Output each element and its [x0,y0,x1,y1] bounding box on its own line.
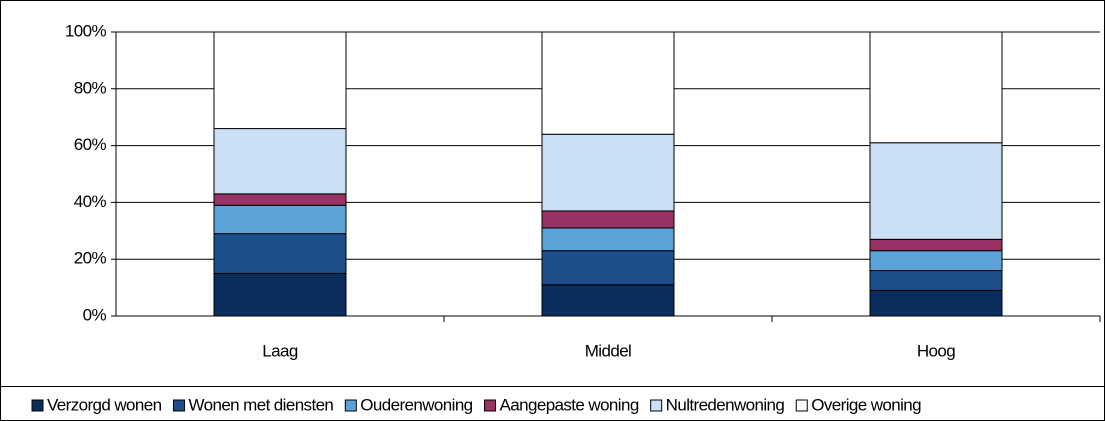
legend-swatch [795,399,808,412]
legend-swatch [484,399,497,412]
x-tick-label: Laag [262,341,298,360]
legend: Verzorgd wonen Wonen met diensten Ouderenw… [31,395,922,414]
bar-segment [213,31,347,130]
bar-segment [869,31,1003,144]
bar-segment [869,238,1003,252]
legend-swatch [172,399,185,412]
legend-swatch [344,399,357,412]
bar-segment [541,210,675,229]
legend-label: Ouderenwoning [360,395,472,414]
y-tick-label: 80% [74,78,107,97]
bar-segment [213,233,347,274]
y-tick-label: 20% [74,249,107,268]
legend-label: Overige woning [811,395,921,414]
bar-segment [869,289,1003,317]
x-tick-label: Hoog [917,341,955,360]
legend-label: Verzorgd wonen [47,395,162,414]
bar-segment [541,133,675,212]
bar-segment [869,250,1003,272]
bar-segment [213,272,347,317]
legend-label: Nultredenwoning [666,395,785,414]
y-tick-label: 0% [83,305,107,324]
x-tick-label: Middel [585,341,631,360]
y-tick-label: 60% [74,135,107,154]
bar-segment [541,284,675,317]
bar-segment [213,128,347,195]
bar-segment [869,270,1003,291]
legend-label: Aangepaste woning [500,395,639,414]
legend-swatch [650,399,663,412]
legend-swatch [31,399,44,412]
bar-segment [541,227,675,252]
bar-segment [541,250,675,286]
bar-segment [869,142,1003,240]
bar-segment [213,193,347,206]
bar-segment [541,31,675,135]
y-tick-label: 40% [74,192,107,211]
y-tick-label: 100% [65,21,107,40]
legend-label: Wonen met diensten [188,395,333,414]
bar-segment [213,204,347,235]
